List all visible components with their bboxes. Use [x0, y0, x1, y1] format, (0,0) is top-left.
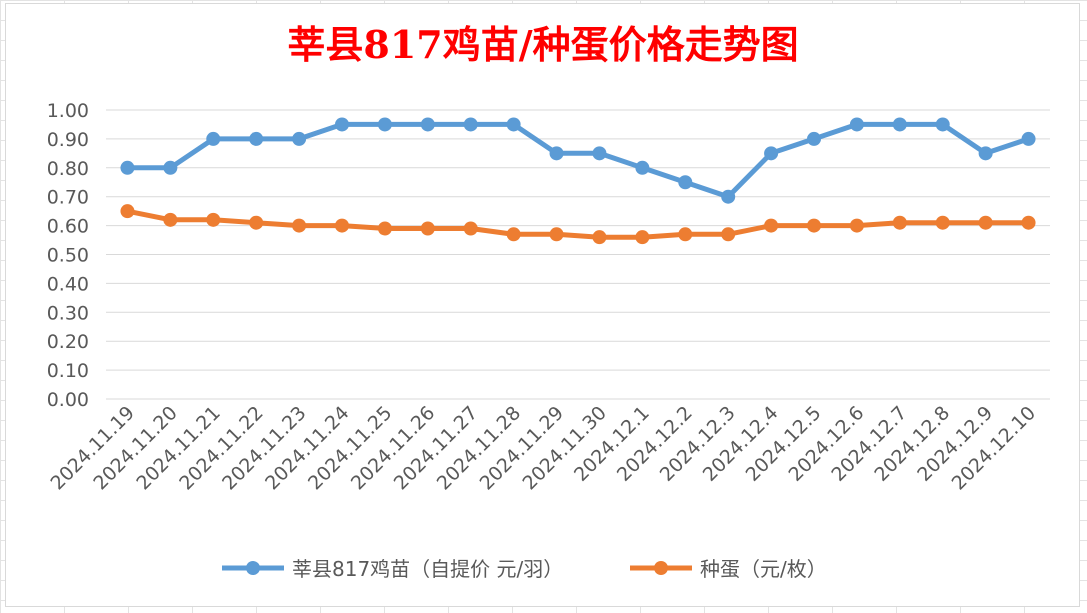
data-point [549, 146, 564, 161]
data-point [678, 175, 693, 190]
data-point [163, 212, 178, 227]
data-point [678, 227, 693, 242]
data-point [764, 218, 779, 233]
data-point [978, 215, 993, 230]
data-point [1021, 131, 1036, 146]
data-point [849, 218, 864, 233]
data-point [463, 221, 478, 236]
series-chick-price [120, 117, 1036, 204]
data-point [506, 117, 521, 132]
data-point [377, 117, 392, 132]
data-point [420, 117, 435, 132]
data-point [892, 215, 907, 230]
data-point [292, 131, 307, 146]
y-tick-label: 0.30 [47, 302, 89, 324]
y-tick-label: 0.70 [47, 187, 89, 209]
data-point [463, 117, 478, 132]
data-point [935, 117, 950, 132]
legend-label-chick: 莘县817鸡苗（自提价 元/羽） [292, 557, 563, 581]
y-tick-label: 0.40 [47, 273, 89, 295]
legend: 莘县817鸡苗（自提价 元/羽） 种蛋（元/枚） [222, 557, 827, 581]
data-point [120, 204, 135, 219]
y-axis-ticks: 0.00 0.10 0.20 0.30 0.40 0.50 0.60 0.70 0.80 0.90… [47, 100, 89, 411]
legend-marker-egg [654, 561, 668, 575]
data-point [163, 160, 178, 175]
data-point [592, 146, 607, 161]
data-point [935, 215, 950, 230]
data-point [206, 131, 221, 146]
data-point [377, 221, 392, 236]
data-point [635, 160, 650, 175]
y-tick-label: 0.10 [47, 360, 89, 382]
data-point [764, 146, 779, 161]
data-point [335, 117, 349, 132]
data-point [420, 221, 435, 236]
data-point [249, 131, 264, 146]
y-tick-label: 0.50 [47, 245, 89, 267]
data-point [635, 230, 650, 245]
data-point [249, 215, 264, 230]
y-tick-label: 0.80 [47, 158, 89, 180]
data-point [1021, 215, 1036, 230]
x-axis-ticks: 2024.11.192024.11.202024.11.212024.11.22… [47, 402, 1041, 494]
series-egg-price [120, 204, 1036, 245]
y-tick-label: 0.60 [47, 216, 89, 238]
data-point [206, 212, 221, 227]
y-tick-label: 0.90 [47, 129, 89, 151]
chart-title: 莘县817鸡苗/种蛋价格走势图 [287, 22, 798, 67]
data-point [978, 146, 993, 161]
chart-area[interactable] [5, 3, 1080, 607]
data-point [549, 227, 564, 242]
data-point [849, 117, 864, 132]
data-point [335, 218, 349, 233]
y-tick-label: 0.00 [47, 389, 89, 411]
y-tick-label: 1.00 [47, 100, 89, 122]
series-line [127, 208, 1029, 240]
data-point [120, 160, 135, 175]
data-point [292, 218, 307, 233]
data-point [807, 131, 821, 146]
series-line [127, 121, 1030, 200]
legend-marker-chick [246, 561, 260, 575]
y-tick-label: 0.20 [47, 331, 89, 353]
data-point [721, 189, 736, 204]
data-point [807, 218, 821, 233]
series-lines [120, 117, 1036, 245]
data-point [592, 230, 607, 245]
legend-label-egg: 种蛋（元/枚） [700, 557, 827, 581]
data-point [506, 227, 521, 242]
data-point [721, 227, 736, 242]
data-point [892, 117, 907, 132]
